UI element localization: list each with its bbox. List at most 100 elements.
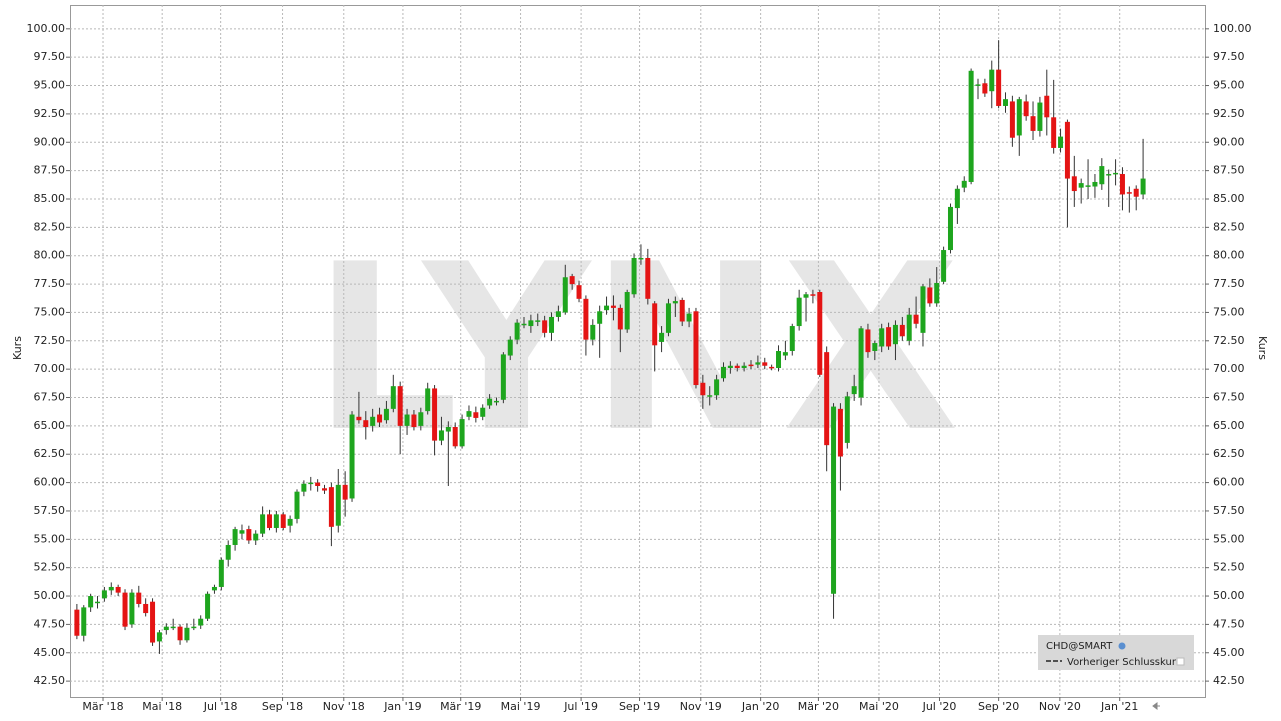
y-tick-label: 57.50 xyxy=(34,504,66,517)
candle-body xyxy=(156,632,162,642)
candle-body xyxy=(1113,172,1119,175)
candle-body xyxy=(218,559,224,587)
candle-body xyxy=(707,395,713,397)
y-tick-label: 92.50 xyxy=(34,107,66,120)
candle-body xyxy=(363,420,369,428)
candle-body xyxy=(177,626,183,641)
candle-body xyxy=(101,590,107,599)
candle-body xyxy=(762,362,768,366)
y-tick-label: 72.50 xyxy=(34,334,66,347)
y2-tick-label: 62.50 xyxy=(1213,447,1245,460)
legend-checkbox[interactable] xyxy=(1176,657,1185,666)
candle-body xyxy=(170,626,176,629)
candle-body xyxy=(679,299,685,322)
candle-body xyxy=(1003,99,1009,106)
y-tick-label: 82.50 xyxy=(34,220,66,233)
candle-body xyxy=(315,482,321,486)
y2-tick-label: 80.00 xyxy=(1213,249,1245,262)
x-tick-label: Sep '19 xyxy=(619,700,660,713)
candle-body xyxy=(432,388,438,441)
candle-body xyxy=(150,601,156,643)
candle-body xyxy=(328,487,334,527)
legend-icon[interactable] xyxy=(1118,642,1126,650)
candle-body xyxy=(665,303,671,333)
y-tick-label: 42.50 xyxy=(34,674,66,687)
x-tick-label: Nov '20 xyxy=(1039,700,1081,713)
y2-tick-label: 50.00 xyxy=(1213,589,1245,602)
x-tick-label: Mai '19 xyxy=(501,700,541,713)
candle-body xyxy=(1030,116,1036,131)
candle-body xyxy=(631,257,637,295)
candle-body xyxy=(954,188,960,209)
candle-body xyxy=(115,586,121,593)
candle-body xyxy=(886,327,892,347)
x-tick-label: Jul '19 xyxy=(563,700,598,713)
candle-body xyxy=(810,294,816,296)
candle-body xyxy=(961,180,967,188)
x-tick-label: Nov '19 xyxy=(680,700,722,713)
candle-body xyxy=(1009,101,1015,138)
candle-body xyxy=(996,69,1002,106)
grid: 42.50 42.50 45.00 45.00 47.50 47.50 50.00 50.00… xyxy=(27,5,1252,713)
candle-body xyxy=(500,354,506,400)
candle-body xyxy=(383,408,389,421)
y-tick-label: 80.00 xyxy=(34,249,66,262)
candle-body xyxy=(239,530,245,534)
candle-body xyxy=(1071,176,1077,192)
candle-body xyxy=(549,316,555,333)
y2-tick-label: 95.00 xyxy=(1213,79,1245,92)
y-tick-label: 62.50 xyxy=(34,447,66,460)
candle-body xyxy=(1051,117,1057,148)
candle-body xyxy=(982,83,988,94)
y-tick-label: 77.50 xyxy=(34,277,66,290)
y2-tick-label: 72.50 xyxy=(1213,334,1245,347)
candle-body xyxy=(727,365,733,369)
scroll-arrow[interactable] xyxy=(1152,702,1160,710)
candle-body xyxy=(734,365,740,369)
y2-tick-label: 77.50 xyxy=(1213,277,1245,290)
y2-tick-label: 67.50 xyxy=(1213,391,1245,404)
candle-body xyxy=(562,277,568,313)
y-tick-label: 70.00 xyxy=(34,362,66,375)
x-tick-label: Mai '20 xyxy=(859,700,899,713)
candle-body xyxy=(604,305,610,311)
candle-body xyxy=(198,618,204,626)
candle-body xyxy=(487,398,493,406)
x-tick-label: Jul '20 xyxy=(922,700,957,713)
x-tick-label: Jul '18 xyxy=(203,700,238,713)
candle-body xyxy=(590,324,596,340)
candle-body xyxy=(335,484,341,526)
candle-body xyxy=(88,596,94,608)
candle-body xyxy=(542,320,548,333)
candles xyxy=(74,40,1146,654)
candle-body xyxy=(1126,192,1132,194)
y2-tick-label: 60.00 xyxy=(1213,476,1245,489)
x-tick-label: Mär '19 xyxy=(440,700,481,713)
y2-axis-label: Kurs xyxy=(1256,336,1269,360)
candle-body xyxy=(1119,174,1125,195)
y-tick-label: 55.00 xyxy=(34,532,66,545)
candle-body xyxy=(851,386,857,395)
y2-tick-label: 85.00 xyxy=(1213,192,1245,205)
x-tick-label: Jan '21 xyxy=(1100,700,1138,713)
y2-tick-label: 70.00 xyxy=(1213,362,1245,375)
candle-body xyxy=(184,627,190,641)
y-tick-label: 85.00 xyxy=(34,192,66,205)
candle-body xyxy=(1133,188,1139,197)
candle-body xyxy=(301,483,307,492)
candle-body xyxy=(397,386,403,426)
candle-body xyxy=(411,414,417,428)
candle-body xyxy=(844,396,850,443)
candle-body xyxy=(280,514,286,528)
candle-body xyxy=(789,326,795,351)
candle-body xyxy=(211,586,217,591)
candle-body xyxy=(438,430,444,441)
y-tick-label: 67.50 xyxy=(34,391,66,404)
y2-tick-label: 57.50 xyxy=(1213,504,1245,517)
candle-body xyxy=(989,69,995,92)
candle-body xyxy=(624,292,630,330)
candle-body xyxy=(308,482,314,485)
candle-body xyxy=(425,388,431,412)
candle-body xyxy=(514,322,520,340)
